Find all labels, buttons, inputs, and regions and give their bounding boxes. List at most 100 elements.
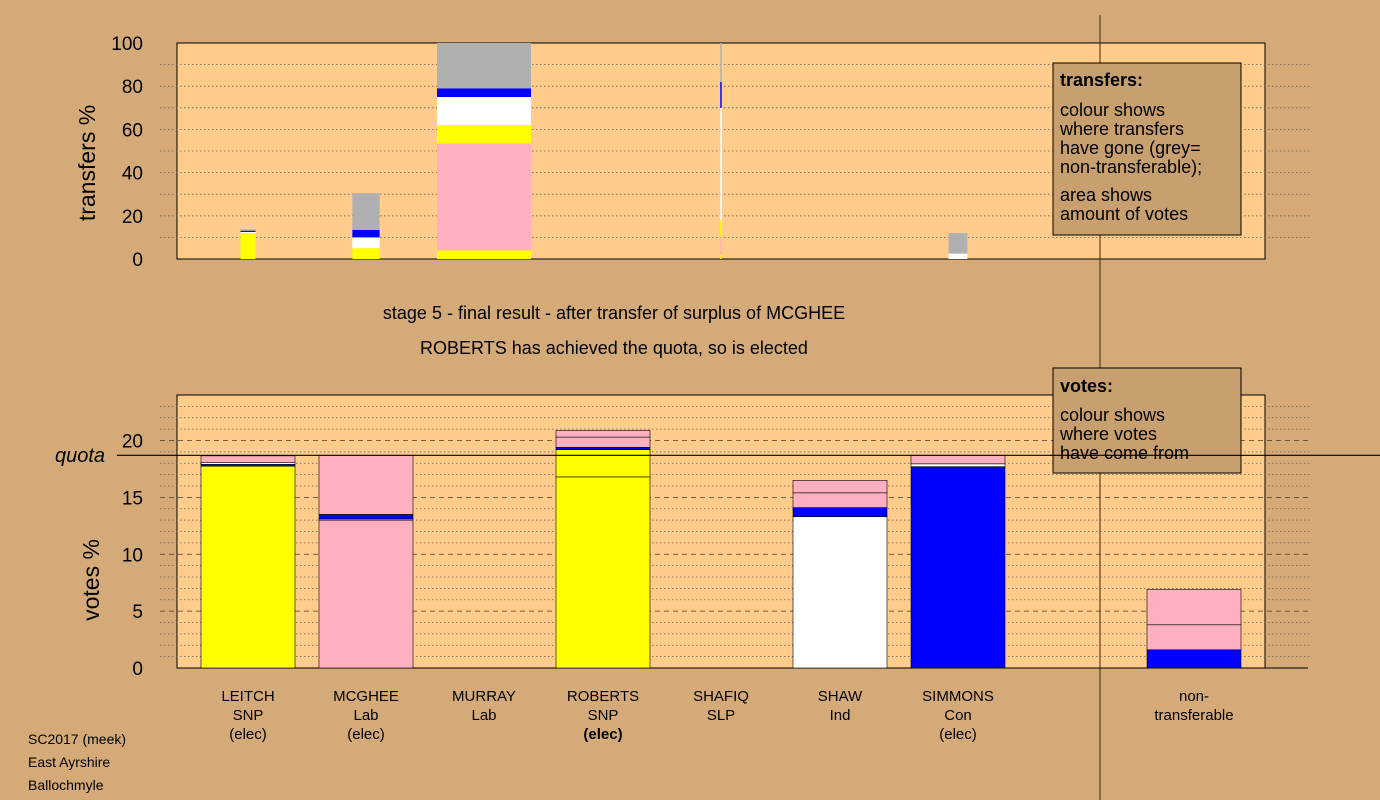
candidate-label: (elec) [347, 726, 385, 743]
votes-y-axis: 0 5 10 15 20 [122, 432, 143, 681]
status-caption: ROBERTS has achieved the quota, so is el… [420, 338, 808, 358]
stage-caption: stage 5 - final result - after transfer … [383, 303, 845, 323]
transfers-y-axis: 0 20 40 60 80 100 [111, 34, 143, 271]
votes-legend-line: colour shows [1060, 405, 1165, 425]
y-tick-label: 5 [132, 602, 143, 623]
transfers-legend: transfers: colour shows where transfers … [1052, 62, 1242, 236]
candidate-label: Con [944, 707, 972, 724]
vote-segment [555, 447, 651, 450]
candidate-label: (elec) [583, 726, 622, 743]
y-tick-label: 60 [122, 120, 143, 141]
transfer-segment [437, 250, 531, 259]
candidate-label: SIMMONS [922, 688, 994, 705]
candidate-label: Lab [471, 707, 496, 724]
candidate-label: LEITCH [221, 688, 274, 705]
transfers-y-axis-label: transfers % [74, 105, 100, 221]
votes-legend: votes: colour shows where votes have com… [1052, 367, 1242, 474]
transfer-segment [720, 43, 722, 82]
transfer-segment [352, 248, 380, 259]
votes-legend-line: have come from [1060, 443, 1189, 463]
transfer-segment [720, 81, 722, 108]
transfers-legend-title: transfers: [1060, 70, 1143, 90]
candidate-label: MCGHEE [333, 688, 399, 705]
candidate-label: (elec) [939, 726, 977, 743]
votes-legend-title: votes: [1060, 376, 1113, 396]
votes-bars [200, 429, 1242, 669]
candidate-label: SLP [707, 707, 735, 724]
transfers-legend-line: non-transferable); [1060, 157, 1202, 177]
transfer-segment [352, 193, 380, 230]
transfer-segment [240, 232, 256, 234]
vote-segment [792, 492, 888, 508]
vote-segment [910, 463, 1006, 467]
quota-label: quota [55, 445, 105, 467]
vote-segment [555, 429, 651, 438]
transfer-segment [240, 230, 256, 232]
nontransferable-label: transferable [1154, 707, 1233, 724]
y-tick-label: 15 [122, 488, 143, 509]
vote-segment [318, 454, 414, 515]
vote-segment [910, 466, 1006, 669]
transfer-segment [720, 254, 722, 259]
candidate-label: SHAFIQ [693, 688, 749, 705]
vote-segment [555, 476, 651, 669]
transfers-bars [240, 43, 968, 259]
vote-segment [555, 436, 651, 448]
vote-segment [1146, 649, 1242, 669]
transfer-segment [720, 107, 722, 221]
vote-segment [318, 514, 414, 520]
vote-segment [792, 516, 888, 669]
candidate-label: Ind [830, 707, 851, 724]
y-tick-label: 20 [122, 432, 143, 453]
footer-ward: Ballochmyle [28, 777, 104, 793]
y-tick-label: 80 [122, 77, 143, 98]
candidate-label: SNP [233, 707, 264, 724]
candidate-label: ROBERTS [567, 688, 639, 705]
y-tick-label: 0 [132, 250, 143, 271]
candidate-label: SHAW [818, 688, 863, 705]
transfer-segment [720, 220, 722, 238]
footer-election: SC2017 (meek) [28, 731, 126, 747]
candidate-label: SNP [588, 707, 619, 724]
transfer-segment [720, 237, 722, 255]
y-tick-label: 10 [122, 545, 143, 566]
transfer-segment [352, 229, 380, 238]
candidate-label: (elec) [229, 726, 267, 743]
y-tick-label: 40 [122, 164, 143, 185]
y-tick-label: 100 [111, 34, 143, 55]
vote-segment [318, 519, 414, 669]
y-tick-label: 20 [122, 207, 143, 228]
vote-segment [555, 449, 651, 478]
transfers-legend-line: colour shows [1060, 100, 1165, 120]
transfer-segment [437, 88, 531, 97]
vote-segment [1146, 624, 1242, 651]
transfers-legend-line: amount of votes [1060, 204, 1188, 224]
transfers-legend-box [1052, 62, 1242, 236]
candidate-label: MURRAY [452, 688, 516, 705]
vote-segment [792, 507, 888, 518]
footer-council: East Ayrshire [28, 754, 110, 770]
vote-segment [200, 455, 296, 463]
transfer-segment [437, 97, 531, 126]
candidate-label: Lab [353, 707, 378, 724]
transfer-segment [240, 229, 256, 231]
nontransferable-label: non- [1179, 688, 1209, 705]
transfer-segment [437, 125, 531, 144]
transfer-segment [240, 233, 256, 259]
candidate-labels: LEITCH SNP (elec) MCGHEE Lab (elec) MURRAY Lab R… [221, 688, 1233, 743]
vote-segment [792, 480, 888, 494]
transfer-segment [352, 237, 380, 249]
votes-y-axis-label: votes % [78, 539, 104, 621]
votes-legend-line: where votes [1059, 424, 1157, 444]
transfers-legend-line: where transfers [1059, 119, 1184, 139]
transfer-segment [437, 43, 531, 89]
transfer-segment [437, 143, 531, 251]
vote-segment [200, 465, 296, 669]
transfer-segment [948, 233, 968, 254]
vote-segment [910, 454, 1006, 465]
transfers-legend-line: have gone (grey= [1060, 138, 1201, 158]
vote-segment [1146, 589, 1242, 626]
transfers-legend-line: area shows [1060, 185, 1152, 205]
transfer-segment [948, 253, 968, 259]
